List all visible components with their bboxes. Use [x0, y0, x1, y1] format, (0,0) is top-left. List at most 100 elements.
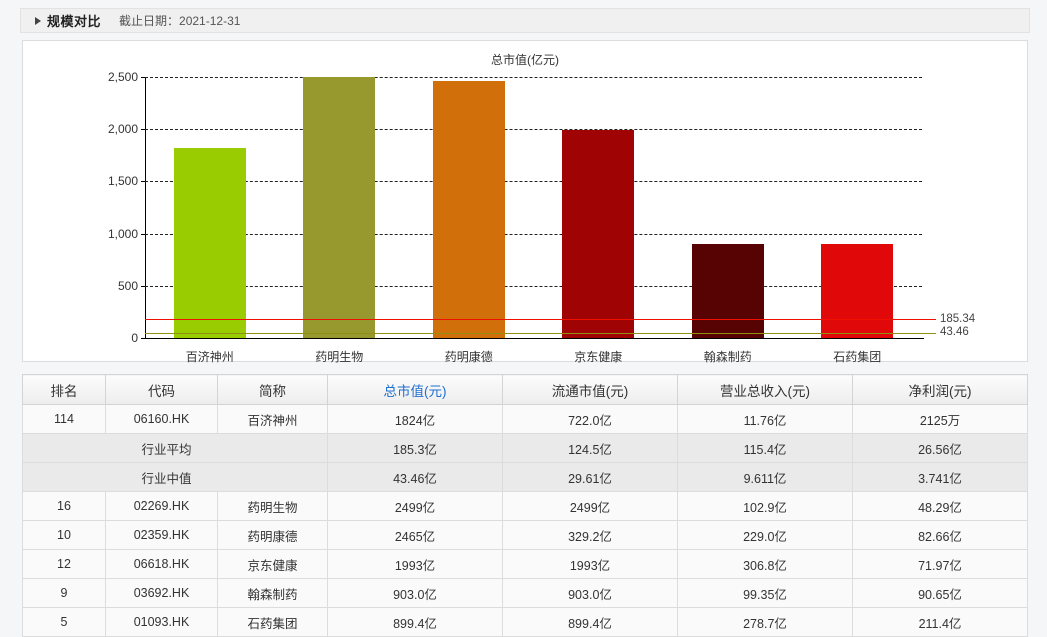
x-axis-tick-label: 药明生物 [315, 350, 364, 364]
bar[interactable] [303, 77, 376, 338]
cell-float: 722.0亿 [502, 404, 678, 434]
cell-rank: 12 [22, 549, 106, 579]
reference-line-label: 185.34 [940, 312, 976, 325]
table-column-header-code[interactable]: 代码 [105, 374, 218, 405]
x-axis-tick-label: 百济神州 [185, 350, 234, 364]
cell-short[interactable]: 百济神州 [217, 404, 328, 434]
table-header: 排名 代码 简称 总市值(元) 流通市值(元) 营业总收入(元) 净利润(元) [22, 374, 1028, 405]
cell-profit: 48.29亿 [852, 491, 1028, 521]
cell-code[interactable]: 02359.HK [105, 520, 218, 550]
table-row[interactable]: 10 02359.HK 药明康德 2465亿 329.2亿 229.0亿 82.66亿 [22, 520, 1028, 550]
cell-revenue: 99.35亿 [677, 578, 853, 608]
table-summary-row[interactable]: 行业中值 43.46亿 29.61亿 9.611亿 3.741亿 [22, 462, 1028, 492]
y-axis-tick-label: 500 [117, 278, 138, 293]
y-axis-tick-mark [141, 285, 145, 287]
cell-code[interactable]: 06160.HK [105, 404, 218, 434]
cell-revenue: 102.9亿 [677, 491, 853, 521]
cell-float: 124.5亿 [502, 433, 678, 463]
table-column-header-short[interactable]: 简称 [217, 374, 328, 405]
reference-line-median [145, 333, 936, 335]
table-row[interactable]: 114 06160.HK 百济神州 1824亿 722.0亿 11.76亿 2125万 [22, 404, 1028, 434]
chart-title: 总市值(亿元) [491, 53, 559, 67]
y-axis-tick-label: 2,500 [107, 70, 138, 84]
cell-float: 903.0亿 [502, 578, 678, 608]
table-row[interactable]: 16 02269.HK 药明生物 2499亿 2499亿 102.9亿 48.29亿 [22, 491, 1028, 521]
table-summary-row[interactable]: 行业平均 185.3亿 124.5亿 115.4亿 26.56亿 [22, 433, 1028, 463]
cell-profit: 71.97亿 [852, 549, 1028, 579]
cell-profit: 3.741亿 [852, 462, 1028, 492]
bar[interactable] [173, 147, 246, 338]
summary-label: 行业平均 [22, 433, 328, 463]
cell-rank: 10 [22, 520, 106, 550]
cell-short[interactable]: 石药集团 [217, 607, 328, 637]
table-column-header-mktcap[interactable]: 总市值(元) [327, 374, 503, 405]
table-row[interactable]: 5 01093.HK 石药集团 899.4亿 899.4亿 278.7亿 211.4亿 [22, 607, 1028, 637]
y-axis-tick-mark [141, 233, 145, 235]
cell-rank: 5 [22, 607, 106, 637]
cell-rank: 16 [22, 491, 106, 521]
cell-code[interactable]: 02269.HK [105, 491, 218, 521]
y-axis-tick-label: 2,000 [107, 122, 138, 137]
comparison-table-wrap: 排名 代码 简称 总市值(元) 流通市值(元) 营业总收入(元) 净利润(元) 114 061… [22, 374, 1028, 637]
cell-short[interactable]: 药明生物 [217, 491, 328, 521]
section-header[interactable]: 规模对比 截止日期：2021-12-31 [20, 8, 1030, 33]
summary-label: 行业中值 [22, 462, 328, 492]
cell-float: 1993亿 [502, 549, 678, 579]
cutoff-date-label: 截止日期：2021-12-31 [119, 12, 240, 29]
cell-short[interactable]: 翰森制药 [217, 578, 328, 608]
x-axis-tick-label: 药明康德 [444, 350, 493, 364]
chart-card: 总市值(亿元) 0 500 1,000 1,500 2,000 2,500 百济神州 药明生物… [22, 40, 1028, 364]
page-title: 规模对比 [47, 14, 102, 29]
cell-revenue: 278.7亿 [677, 607, 853, 637]
cell-mktcap: 43.46亿 [327, 462, 503, 492]
cell-rank: 9 [22, 578, 106, 608]
gridline [145, 285, 922, 287]
bar[interactable] [691, 243, 764, 338]
bar[interactable] [821, 244, 894, 338]
cell-code[interactable]: 03692.HK [105, 578, 218, 608]
table-row[interactable]: 12 06618.HK 京东健康 1993亿 1993亿 306.8亿 71.97亿 [22, 549, 1028, 579]
reference-line-label: 43.46 [940, 326, 969, 339]
cell-mktcap: 1993亿 [327, 549, 503, 579]
cell-short[interactable]: 京东健康 [217, 549, 328, 579]
cell-rank: 114 [22, 404, 106, 434]
bar[interactable] [562, 129, 635, 338]
table-row[interactable]: 9 03692.HK 翰森制药 903.0亿 903.0亿 99.35亿 90.65亿 [22, 578, 1028, 608]
cutoff-date-value: 2021-12-31 [179, 14, 241, 28]
cell-float: 2499亿 [502, 491, 678, 521]
cutoff-date-text: 截止日期： [119, 14, 180, 28]
y-axis-tick-mark [141, 77, 145, 78]
cell-profit: 82.66亿 [852, 520, 1028, 550]
table-column-header-float[interactable]: 流通市值(元) [502, 374, 678, 405]
cell-revenue: 9.611亿 [677, 462, 853, 492]
y-axis-line [145, 77, 146, 339]
y-axis-tick-label: 0 [131, 331, 138, 345]
table-column-header-revenue[interactable]: 营业总收入(元) [677, 374, 853, 405]
triangle-right-icon[interactable] [35, 16, 41, 25]
cell-code[interactable]: 01093.HK [105, 607, 218, 637]
cell-mktcap: 1824亿 [327, 404, 503, 434]
y-axis-tick-label: 1,500 [107, 174, 138, 189]
y-axis-tick-mark [141, 338, 145, 339]
cell-revenue: 229.0亿 [677, 520, 853, 550]
cell-revenue: 306.8亿 [677, 549, 853, 579]
bar[interactable] [432, 80, 505, 338]
cell-mktcap: 903.0亿 [327, 578, 503, 608]
cell-revenue: 115.4亿 [677, 433, 853, 463]
table-column-header-profit[interactable]: 净利润(元) [852, 374, 1028, 405]
cell-short[interactable]: 药明康德 [217, 520, 328, 550]
comparison-table: 排名 代码 简称 总市值(元) 流通市值(元) 营业总收入(元) 净利润(元) 114 061… [22, 374, 1028, 637]
y-axis-tick-label: 1,000 [107, 226, 138, 241]
gridline [145, 129, 922, 131]
cell-float: 29.61亿 [502, 462, 678, 492]
gridline [145, 181, 922, 183]
x-axis-tick-label: 石药集团 [833, 350, 882, 364]
cell-code[interactable]: 06618.HK [105, 549, 218, 579]
y-axis-tick-mark [141, 181, 145, 183]
cell-mktcap: 185.3亿 [327, 433, 503, 463]
cell-profit: 26.56亿 [852, 433, 1028, 463]
table-column-header-rank[interactable]: 排名 [22, 374, 106, 405]
x-axis-tick-label: 京东健康 [574, 350, 623, 364]
y-axis-tick-mark [141, 129, 145, 131]
x-axis-line [145, 338, 924, 339]
